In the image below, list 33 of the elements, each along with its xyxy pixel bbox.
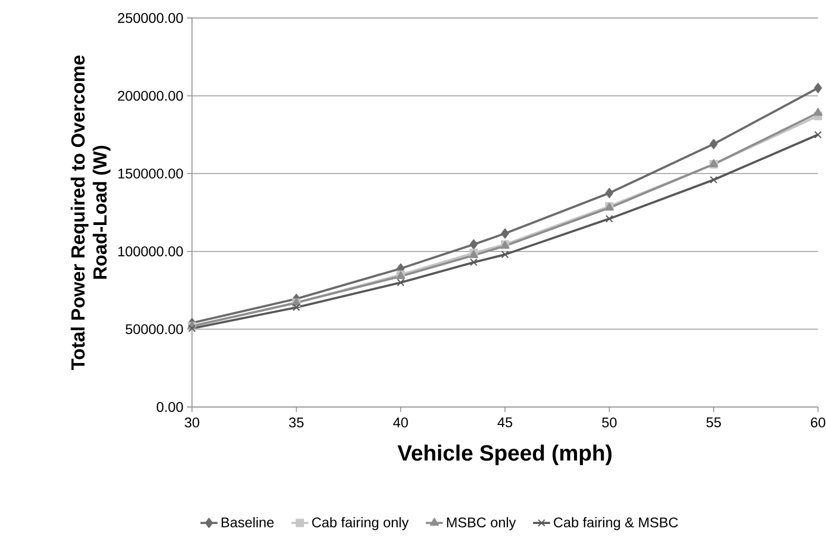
x-tick-label: 50: [602, 418, 617, 428]
point: [470, 239, 478, 250]
point: [814, 108, 822, 116]
y-tick-label: 0.00: [156, 402, 183, 412]
x-axis-title: Vehicle Speed (mph): [398, 444, 612, 466]
x-tick-label: 40: [393, 418, 408, 428]
x-tick-label: 55: [706, 418, 721, 428]
point: [710, 176, 718, 184]
point: [470, 258, 478, 266]
y-tick-label: 150000.00: [118, 168, 183, 179]
x-tick-label: 35: [289, 418, 304, 428]
point: [814, 130, 822, 138]
x-tick-label: 60: [810, 418, 826, 428]
point: [814, 82, 822, 94]
x-tick-label: 45: [498, 418, 512, 428]
point: [396, 278, 404, 286]
point: [501, 250, 509, 258]
x-tick-label: 30: [184, 418, 200, 428]
point: [501, 228, 509, 239]
point: [292, 304, 300, 312]
y-tick-label: 50000.00: [126, 324, 183, 334]
point: [188, 324, 196, 332]
legend-label: Cab fairing only: [312, 517, 409, 530]
legend-label: Baseline: [222, 517, 274, 528]
point: [710, 138, 718, 150]
y-tick-label: 250000.00: [118, 13, 183, 23]
y-axis-title: Total Power Required to Overcome Road-Load (W): [70, 55, 110, 370]
point: [606, 214, 614, 222]
y-tick-label: 200000.00: [118, 90, 183, 101]
legend-label: MSBC only: [447, 517, 516, 530]
legend-label: Cab fairing & MSBC: [554, 517, 678, 530]
point: [605, 188, 614, 198]
y-tick-label: 100000.00: [118, 246, 183, 256]
